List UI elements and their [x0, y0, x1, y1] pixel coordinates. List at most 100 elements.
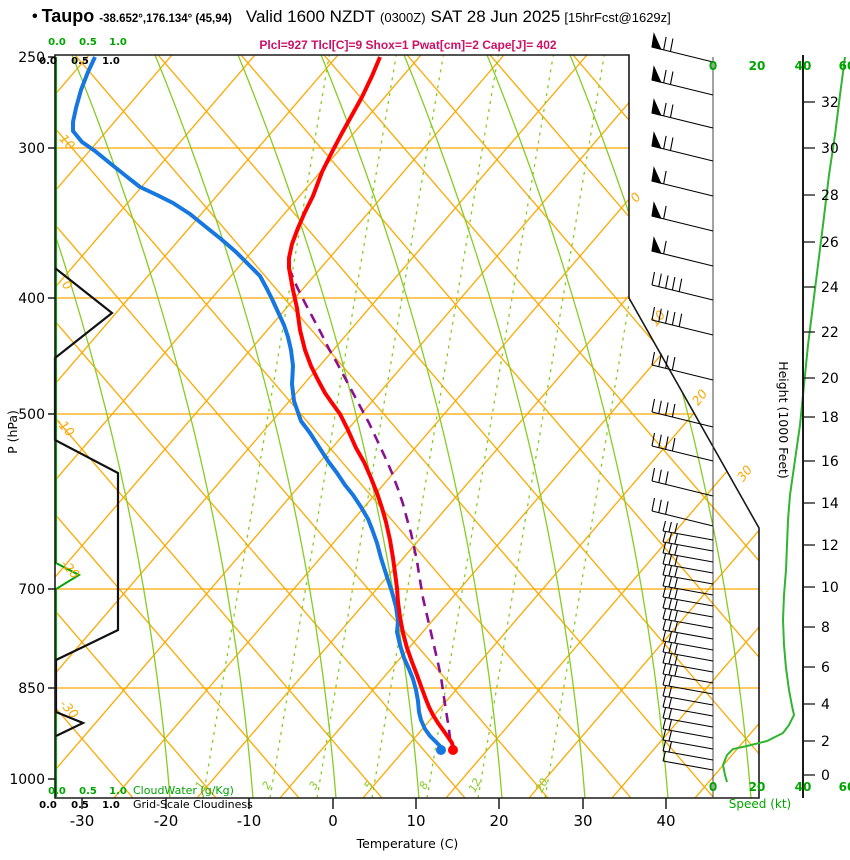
svg-text:-30: -30: [70, 812, 95, 830]
wind-barb: [662, 520, 714, 541]
svg-text:40: 40: [795, 780, 812, 794]
dry-adiabat-labels: 100-10-20-30: [53, 131, 83, 722]
wind-barb: [662, 696, 714, 717]
svg-text:30: 30: [734, 462, 756, 484]
wind-barb: [662, 729, 714, 750]
svg-text:24: 24: [821, 280, 839, 296]
svg-text:40: 40: [656, 812, 675, 830]
svg-text:1.0: 1.0: [102, 56, 120, 67]
wind-barb: [662, 740, 714, 761]
wind-barb: [651, 306, 714, 336]
svg-text:60: 60: [839, 59, 850, 73]
svg-text:0: 0: [328, 812, 338, 830]
svg-text:6: 6: [821, 660, 830, 676]
svg-text:20: 20: [749, 780, 766, 794]
wind-barb: [662, 575, 714, 596]
svg-text:10: 10: [821, 580, 839, 596]
wind-barb: [662, 630, 714, 651]
wind-barb: [662, 531, 714, 552]
svg-text:1000: 1000: [9, 772, 45, 788]
wind-barb: [651, 65, 714, 96]
svg-text:20: 20: [821, 371, 839, 387]
svg-text:0: 0: [709, 59, 717, 73]
svg-text:-20: -20: [154, 812, 179, 830]
wind-barb: [651, 271, 714, 301]
svg-text:400: 400: [18, 291, 45, 307]
wind-speed-curve: [721, 56, 846, 783]
mixing-ratio-lines: [202, 55, 672, 798]
plot-border: [54, 54, 760, 799]
svg-text:0.0: 0.0: [48, 37, 66, 48]
svg-text:18: 18: [821, 410, 839, 426]
svg-text:20: 20: [749, 59, 766, 73]
cloudiness-scale: 0.0 0.0 0.5 0.5 1.0 1.0 Grid-Scale Cloudiness: [39, 56, 253, 811]
wind-barb: [662, 674, 714, 695]
wind-barb: [651, 236, 714, 267]
wind-barbs: [651, 32, 714, 798]
svg-text:0.0: 0.0: [39, 56, 57, 67]
svg-text:10: 10: [406, 812, 425, 830]
wind-barb: [662, 586, 714, 607]
station-coords: -38.652°,176.134° (45,94): [99, 13, 232, 25]
station-name: Taupo: [41, 6, 95, 26]
wind-barb: [662, 750, 714, 771]
valid-date: SAT 28 Jun 2025: [430, 7, 561, 26]
wind-barb: [651, 98, 714, 129]
temperature-surface-dot: [448, 745, 458, 755]
svg-text:26: 26: [821, 235, 839, 251]
cloudiness-profile: [53, 267, 120, 737]
svg-text:300: 300: [18, 141, 45, 157]
svg-text:12: 12: [466, 776, 484, 794]
forecast-tag: [15hrFcst@1629z]: [564, 10, 671, 25]
svg-text:30: 30: [821, 141, 839, 157]
svg-text:0.5: 0.5: [71, 56, 89, 67]
svg-text:700: 700: [18, 582, 45, 598]
svg-text:28: 28: [821, 188, 839, 204]
svg-text:250: 250: [18, 50, 45, 66]
svg-text:10: 10: [647, 307, 669, 329]
svg-text:Height (1000 Feet): Height (1000 Feet): [776, 361, 791, 479]
svg-text:-10: -10: [237, 812, 262, 830]
wind-barb: [662, 718, 714, 739]
svg-text:850: 850: [18, 681, 45, 697]
wind-barb: [662, 663, 714, 684]
wind-barb: [662, 564, 714, 585]
svg-text:-30: -30: [57, 696, 82, 721]
speed-axis: 0 0 20 20 40 40 60 60 Speed (kt): [709, 59, 850, 811]
svg-text:14: 14: [821, 496, 839, 512]
svg-text:500: 500: [18, 407, 45, 423]
svg-text:Grid-Scale Cloudiness: Grid-Scale Cloudiness: [133, 798, 253, 811]
svg-text:20: 20: [489, 812, 508, 830]
sounding-indices: Plcl=927 Tlcl[C]=9 Shox=1 Pwat[cm]=2 Cap…: [259, 38, 557, 52]
temperature-axis: -30 -20 -10 0 10 20 30 40 Temperature (C): [70, 798, 676, 851]
cloudwater-scale: 0.0 0.0 0.5 0.5 1.0 1.0 CloudWater (g/Kg): [48, 37, 234, 797]
wind-barb: [651, 398, 714, 428]
svg-text:0.0: 0.0: [48, 786, 66, 797]
wind-barb: [662, 685, 714, 706]
station-bullet-icon: •: [32, 8, 38, 25]
svg-text:Temperature (C): Temperature (C): [356, 836, 459, 851]
svg-text:4: 4: [821, 697, 830, 713]
wind-barb: [662, 553, 714, 574]
isobar-lines: [55, 147, 759, 689]
svg-text:12: 12: [821, 538, 839, 554]
wind-barb: [651, 201, 714, 232]
valid-time: Valid 1600 NZDT: [245, 7, 376, 26]
wind-barb: [662, 641, 714, 662]
svg-text:30: 30: [573, 812, 592, 830]
wind-barb: [662, 597, 714, 618]
svg-text:60: 60: [839, 780, 850, 794]
wind-barb: [662, 608, 714, 629]
svg-text:Speed (kt): Speed (kt): [729, 797, 791, 811]
wind-barb: [651, 166, 714, 197]
wind-barb: [662, 542, 714, 563]
svg-text:0.5: 0.5: [79, 786, 97, 797]
valid-time-utc: (0300Z): [380, 10, 426, 25]
wind-barb: [651, 497, 714, 527]
svg-text:40: 40: [795, 59, 812, 73]
wind-barb: [651, 32, 714, 63]
svg-text:0.0: 0.0: [39, 800, 57, 811]
svg-text:0: 0: [821, 768, 830, 784]
